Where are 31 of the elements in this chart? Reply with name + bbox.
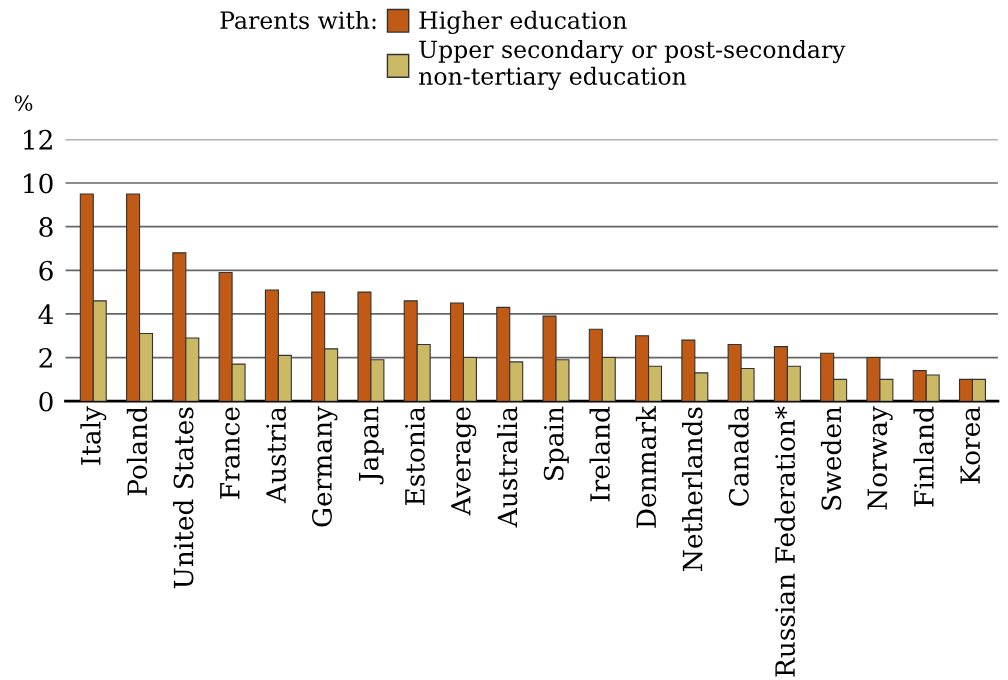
- x-tick-label: Denmark: [635, 405, 657, 528]
- x-tick-label: Netherlands: [682, 407, 703, 571]
- legend-label: Higher education: [419, 10, 627, 35]
- x-tick-label: Average: [451, 407, 477, 516]
- y-tick-label: 8: [39, 217, 53, 238]
- x-tick-label: Korea: [960, 406, 981, 484]
- x-tick-label: Estonia: [405, 406, 425, 506]
- y-tick-label: 2: [39, 348, 52, 368]
- x-tick-label: Russian Federation*: [774, 406, 796, 677]
- x-tick-label: Germany: [311, 406, 338, 527]
- x-tick-label: Sweden: [820, 406, 842, 510]
- x-tick-label: Norway: [867, 406, 893, 510]
- x-tick-label: Austria: [266, 406, 287, 504]
- y-tick-label: 6: [39, 260, 53, 281]
- x-tick-label: United States: [173, 407, 194, 589]
- x-tick-label: Italy: [80, 406, 107, 465]
- legend-title: Parents with:: [220, 10, 376, 30]
- x-tick-label: Australia: [496, 406, 518, 528]
- x-tick-label: Japan: [358, 406, 384, 485]
- y-tick-label: 12: [24, 129, 52, 150]
- x-tick-label: Spain: [543, 406, 569, 480]
- x-tick-label: France: [220, 407, 240, 499]
- x-tick-label: Finland: [913, 406, 934, 507]
- y-tick-label: 0: [39, 391, 53, 412]
- y-tick-label: 10: [24, 173, 53, 194]
- x-tick-label: Ireland: [589, 406, 610, 502]
- y-tick-label: 4: [38, 304, 54, 324]
- y-axis-title: %: [14, 95, 33, 111]
- x-tick-label: Canada: [728, 406, 749, 506]
- legend-label: Upper secondary or post-secondary non-tertiary education: [418, 39, 846, 90]
- x-tick-label: Poland: [126, 406, 148, 496]
